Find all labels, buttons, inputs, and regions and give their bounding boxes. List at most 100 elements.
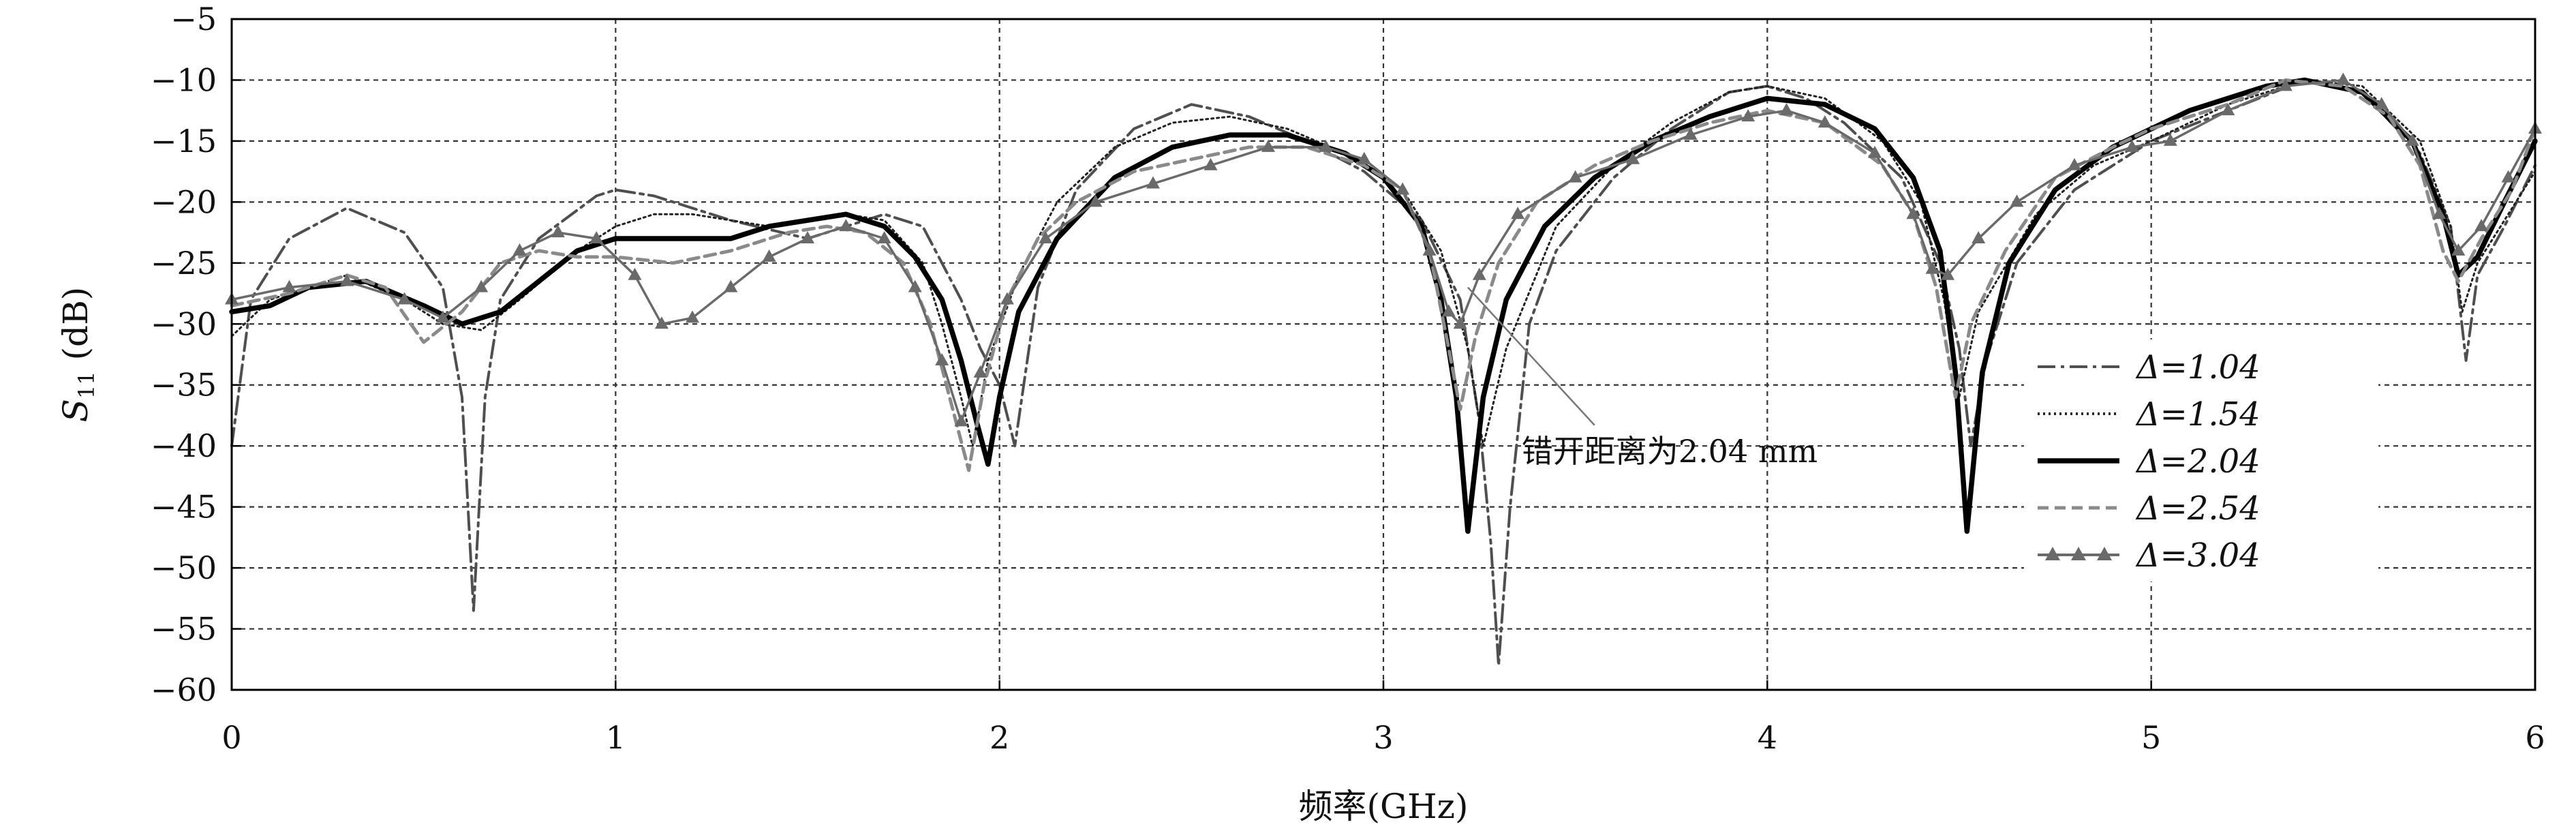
y-tick-label: −45: [151, 489, 217, 526]
x-tick-label: 2: [990, 719, 1009, 756]
series-point-marker: [1779, 103, 1794, 116]
series-point-marker: [2221, 103, 2235, 116]
legend: Δ=1.04 Δ=1.54 Δ=2.04 Δ=2.54 Δ=3.04: [2024, 339, 2378, 581]
series-point-marker: [2010, 194, 2024, 207]
y-axis-title: S11 (dB): [56, 287, 99, 423]
series-point-marker: [2432, 207, 2447, 219]
series-point-marker: [908, 279, 922, 292]
series-point-marker: [1868, 145, 1882, 158]
series-point-marker: [1472, 267, 1486, 280]
series-point-marker: [2405, 133, 2419, 146]
x-tick-label: 4: [1758, 719, 1777, 756]
series-point-marker: [435, 310, 450, 323]
series-point-marker: [2125, 139, 2139, 152]
legend-label-4: Δ=2.54: [2135, 489, 2260, 528]
series-line-1: [230, 78, 2536, 667]
series-point-marker: [2278, 78, 2293, 91]
legend-label-3: Δ=2.04: [2135, 442, 2260, 481]
series-point-marker: [397, 292, 412, 305]
y-tick-label: −15: [151, 123, 217, 160]
series-point-marker: [1203, 157, 1218, 170]
series-point-marker: [2336, 72, 2350, 85]
x-tick-label: 5: [2141, 719, 2161, 756]
series-point-marker: [1441, 304, 1456, 317]
series-point-marker: [2501, 170, 2515, 183]
series-point-marker: [1568, 170, 1582, 183]
series-point-marker: [2474, 219, 2489, 232]
series-point-marker: [1972, 231, 1986, 244]
legend-label-2: Δ=1.54: [2135, 395, 2260, 434]
series-point-marker: [1511, 207, 1525, 219]
legend-label-1: Δ=1.04: [2135, 348, 2260, 387]
series-point-marker: [686, 310, 699, 323]
series-point-marker: [724, 279, 738, 292]
series-point-marker: [1818, 115, 1832, 128]
legend-marker: [2045, 547, 2060, 560]
series-point-marker: [1741, 109, 1755, 122]
series-point-marker: [654, 316, 669, 329]
series-point-marker: [1683, 127, 1698, 140]
y-tick-label: −20: [151, 183, 217, 220]
y-tick-label: −55: [151, 611, 217, 648]
series-point-marker: [282, 279, 296, 292]
y-tick-label: −30: [151, 305, 217, 342]
series-point-marker: [1906, 207, 1920, 219]
series-line-5: [230, 78, 2536, 423]
series-point-marker: [954, 414, 968, 427]
annotation-text: 错开距离为2.04 mm: [1522, 433, 1818, 470]
series-point-marker: [2163, 133, 2177, 146]
y-tick-label: −40: [151, 427, 217, 464]
series-point-marker: [801, 231, 814, 244]
y-tick-label: −25: [151, 245, 217, 282]
y-axis-title-subscript: 11: [74, 371, 99, 399]
y-tick-label: −5: [170, 1, 217, 37]
series-point-marker: [877, 231, 891, 244]
series-point-marker: [1357, 151, 1371, 164]
grid-layer: [232, 19, 2535, 690]
series-point-marker: [2374, 97, 2389, 110]
series-point-marker: [1261, 139, 1275, 152]
x-tick-label: 1: [606, 719, 626, 756]
series-point-marker: [1088, 194, 1103, 207]
series-point-marker: [1422, 243, 1437, 256]
series-point-marker: [1453, 316, 1467, 329]
y-axis-title-unit: (dB): [56, 287, 95, 372]
series-point-marker: [551, 225, 565, 238]
series-point-marker: [1319, 139, 1333, 152]
series-point-marker: [628, 267, 642, 280]
legend-label-5: Δ=3.04: [2135, 536, 2260, 575]
series-point-marker: [474, 279, 489, 292]
series-point-marker: [762, 249, 776, 262]
series-point-marker: [935, 352, 949, 365]
series-line-3: [229, 77, 2538, 534]
annotation-leader-line: [1467, 286, 1595, 426]
x-tick-label: 6: [2525, 719, 2545, 756]
series-point-marker: [1925, 261, 1939, 274]
y-tick-label: −60: [151, 671, 217, 708]
y-axis-title-base: S: [56, 399, 95, 422]
series-point-marker: [973, 365, 987, 378]
legend-marker: [2097, 547, 2112, 560]
series-point-marker: [839, 219, 853, 232]
series-point-marker: [512, 243, 527, 256]
series-point-marker: [1941, 267, 1955, 280]
annotation-layer: 错开距离为2.04 mm: [1467, 286, 1818, 470]
series-point-marker: [1626, 151, 1640, 164]
axis-titles: 频率(GHz) S11 (dB): [56, 287, 1468, 826]
x-tick-label: 0: [221, 719, 241, 756]
series-point-marker: [589, 231, 604, 244]
legend-marker: [2071, 547, 2086, 560]
y-tick-label: −35: [151, 367, 217, 404]
y-tick-label: −10: [151, 61, 217, 98]
x-axis-title: 频率(GHz): [1299, 787, 1469, 826]
series-point-marker: [1000, 292, 1014, 305]
ticks-layer: 0 1 2 3 4 5 6 −5 −10 −15 −20 −25 −30 −35 −40 −45 −50 −55 −…: [151, 1, 2545, 756]
series-point-marker: [340, 273, 354, 286]
series-point-marker: [1039, 231, 1053, 244]
series-point-marker: [1396, 182, 1410, 195]
x-tick-label: 3: [1373, 719, 1393, 756]
y-tick-label: −50: [151, 549, 217, 586]
series-point-marker: [2068, 157, 2081, 170]
